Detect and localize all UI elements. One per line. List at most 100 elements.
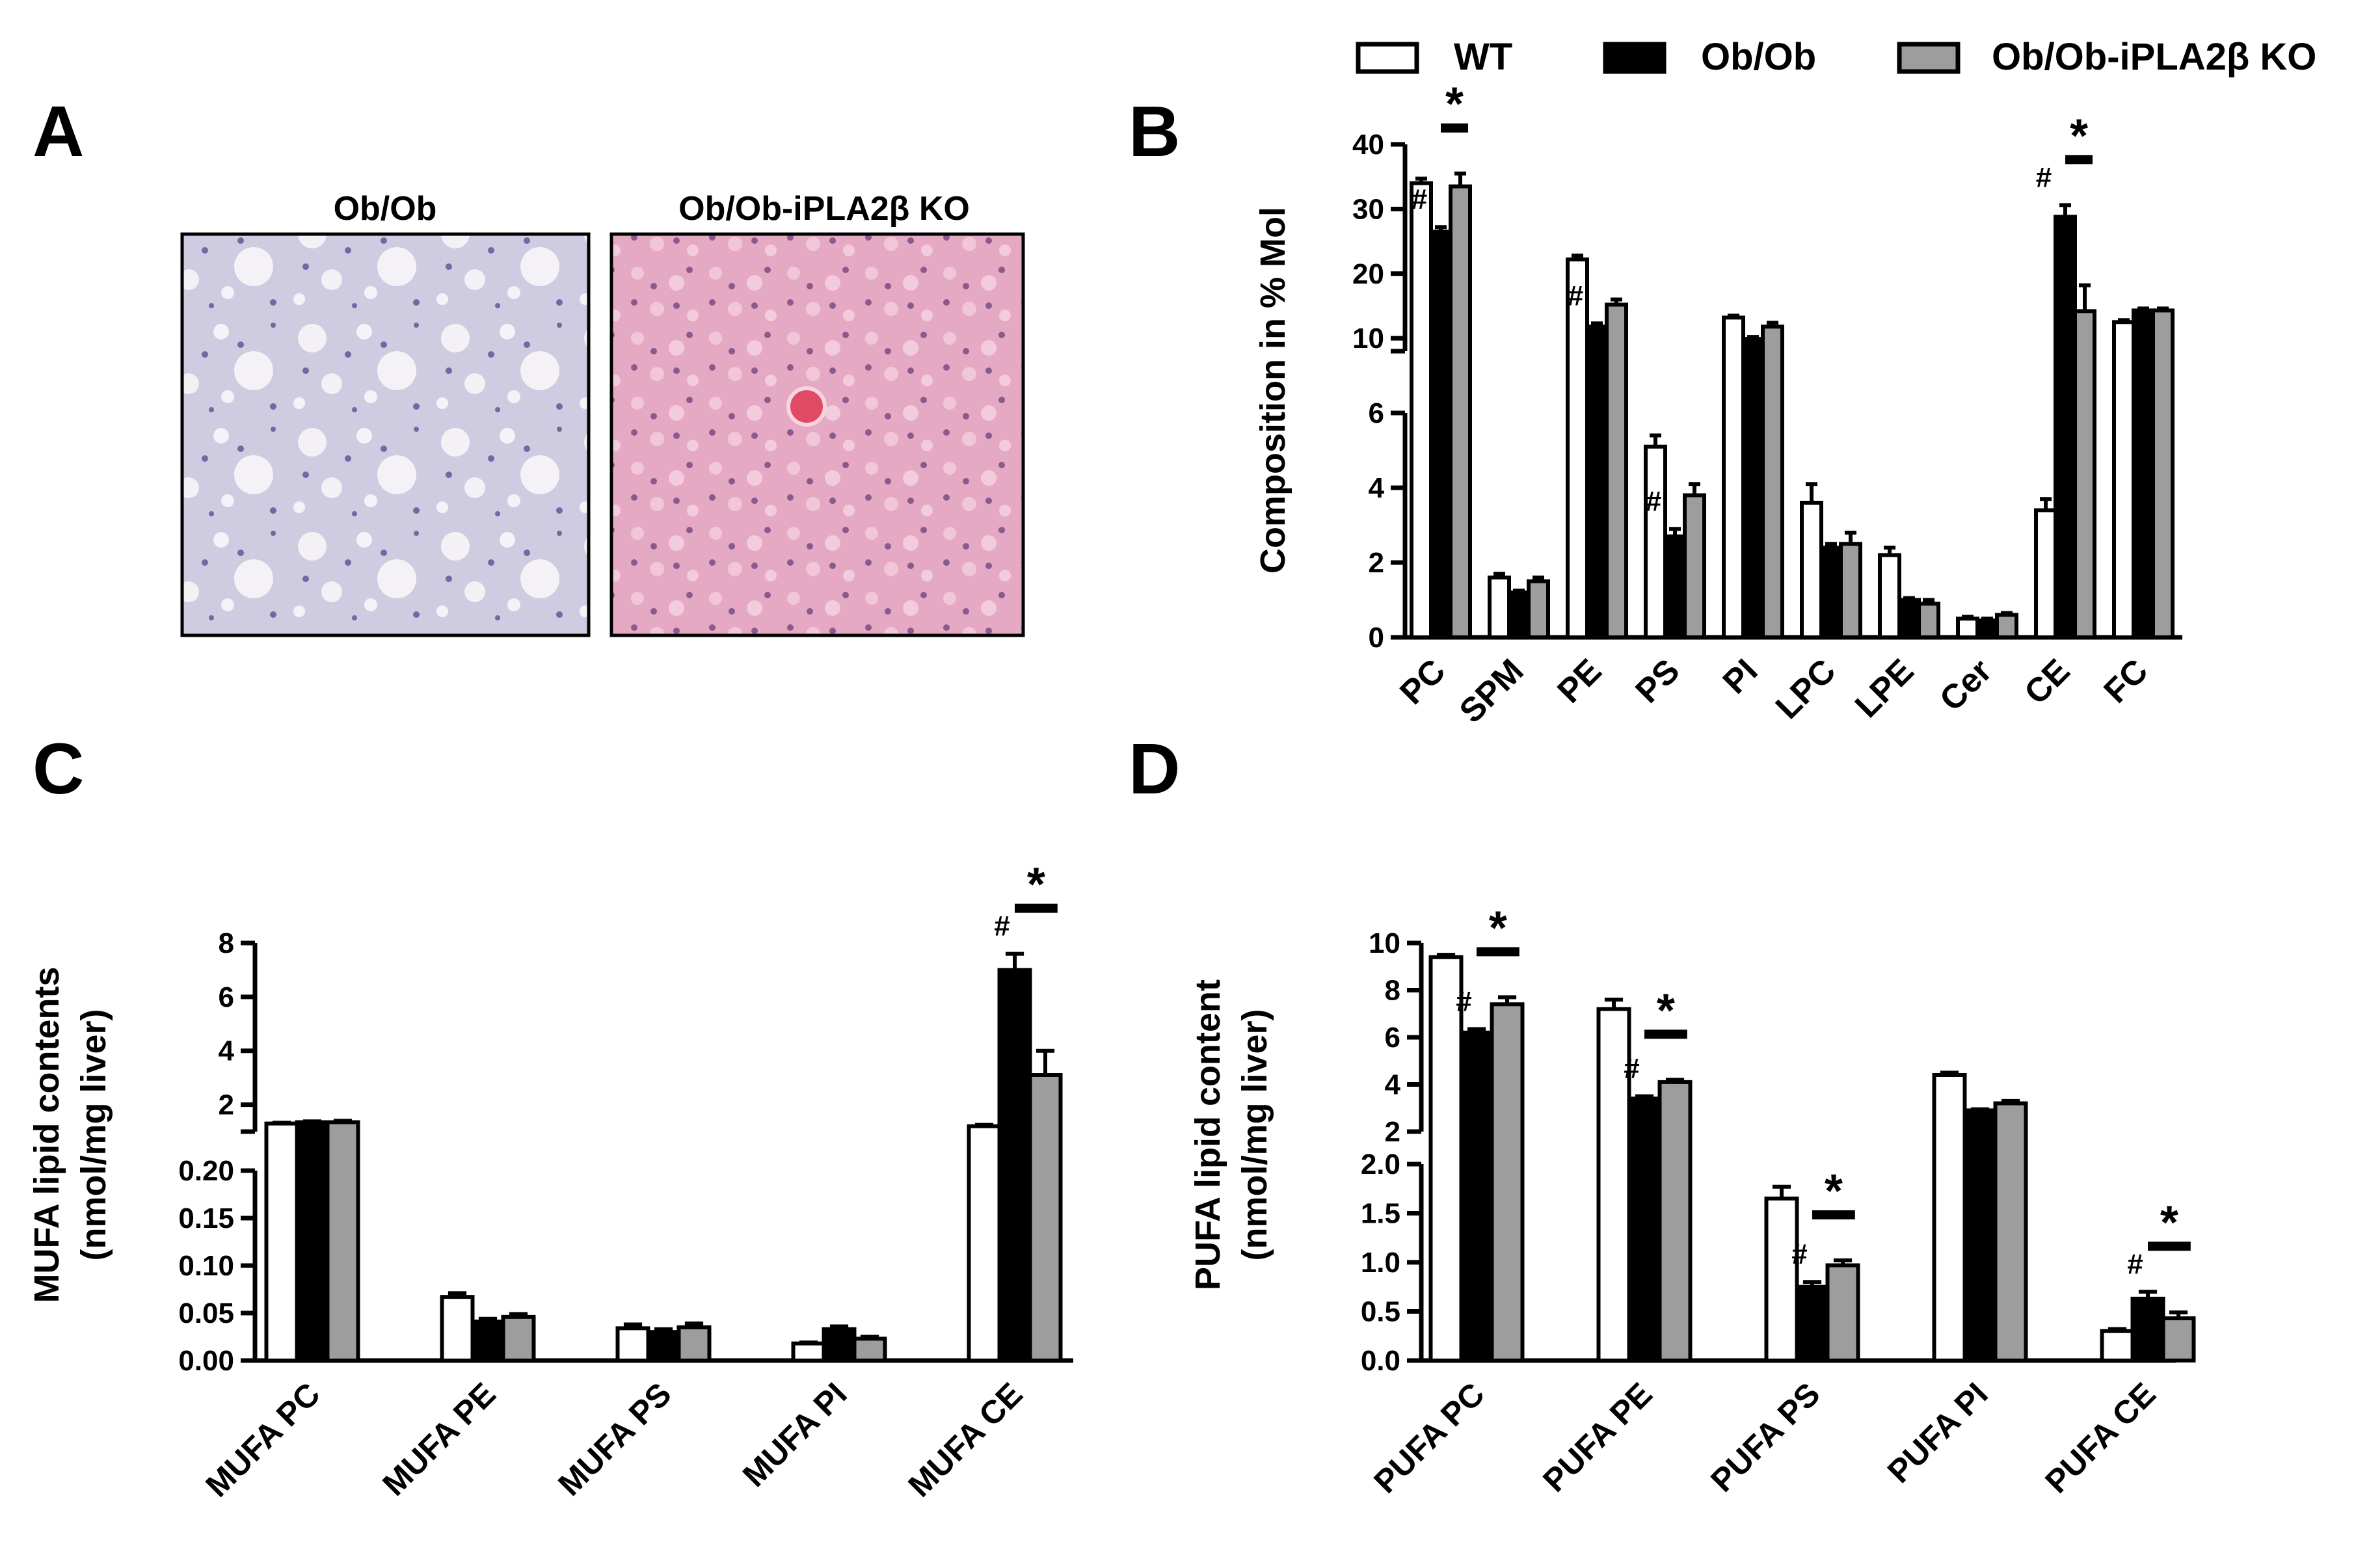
y-axis-label-line: Composition in % Mol [1253, 207, 1292, 574]
hash-annotation-pufa-ce: # [2127, 1248, 2143, 1280]
bar-ce-ob-ob [2054, 215, 2077, 639]
bar-pe-ob-ob [1585, 325, 1609, 639]
bar-pi-ob-ob [1741, 337, 1765, 640]
x-tick-label-spm: SPM [1452, 652, 1531, 730]
x-tick-label-pufa-ps: PUFA PS [1704, 1375, 1827, 1499]
legend-label-ko: Ob/Ob-iPLA2β KO [1992, 36, 2316, 78]
y-tick-label: 4 [219, 1035, 235, 1067]
bar-mufa-ce-ob-ob-ipla2-ko [1028, 1073, 1063, 1362]
bar-spm-wt [1488, 576, 1511, 639]
bar-pi-ob-ob-ipla2-ko [1761, 325, 1784, 639]
panel-label-a: A [33, 92, 84, 172]
x-tick-label-mufa-ps: MUFA PS [551, 1375, 678, 1502]
x-tick-label-pe: PE [1550, 652, 1609, 710]
bar-mufa-pi-ob-ob-ipla2-ko [852, 1336, 887, 1362]
bar-pufa-ce-ob-ob [2130, 1296, 2165, 1362]
y-tick-label: 6 [1385, 1022, 1400, 1054]
bar-ps-wt [1644, 444, 1667, 639]
legend-label-wt: WT [1454, 36, 1512, 78]
bar-pufa-pi-wt [1932, 1073, 1967, 1362]
bar-pc-wt [1410, 181, 1433, 639]
y-axis-label-line: (nmol/mg liver) [1235, 1009, 1274, 1260]
legend-label-obob: Ob/Ob [1701, 36, 1816, 78]
bar-mufa-pi-ob-ob [822, 1327, 857, 1362]
bar-spm-ob-ob-ipla2-ko [1527, 579, 1550, 639]
bar-mufa-ps-wt [615, 1326, 650, 1362]
y-tick-label: 2.0 [1361, 1149, 1400, 1180]
bar-pufa-pc-ob-ob-ipla2-ko [1490, 1002, 1525, 1362]
bar-lpe-ob-ob [1897, 598, 1921, 639]
x-tick-label-pufa-pc: PUFA PC [1367, 1375, 1492, 1500]
bar-pufa-pc-ob-ob [1459, 1030, 1494, 1362]
y-tick-label: 0.05 [178, 1297, 234, 1329]
y-axis-label-line: MUFA lipid contents [27, 967, 66, 1303]
bar-fc-ob-ob-ipla2-ko [2151, 308, 2175, 639]
legend-swatch-ko [1897, 42, 1961, 74]
y-tick-label: 0.15 [178, 1203, 234, 1234]
hash-annotation-mufa-ce: # [994, 910, 1010, 942]
significance-star-pufa-pc: * [1489, 902, 1507, 954]
bar-pc-ob-ob [1429, 230, 1452, 639]
y-tick-label: 20 [1352, 258, 1384, 290]
bar-fc-wt [2112, 320, 2135, 639]
bar-mufa-ce-ob-ob [997, 968, 1032, 1362]
x-tick-label-pufa-ce: PUFA CE [2038, 1375, 2163, 1500]
bar-pufa-ps-wt [1764, 1196, 1799, 1362]
bar-pi-wt [1722, 315, 1745, 639]
bar-spm-ob-ob [1507, 591, 1531, 639]
central-vein [786, 386, 827, 427]
y-tick-label: 0.5 [1361, 1296, 1400, 1328]
panel-label-c: C [33, 729, 84, 809]
legend: WT Ob/Ob Ob/Ob-iPLA2β KO [1356, 36, 2316, 78]
bar-lpe-ob-ob-ipla2-ko [1917, 602, 1940, 639]
chart-c: 0.00 0.05 0.10 0.15 0.20 2 4 6 8 MUFA lipid conte… [27, 859, 1073, 1504]
x-tick-label-ps: PS [1628, 652, 1687, 710]
bar-pc-ob-ob-ipla2-ko [1449, 184, 1472, 639]
chart-d: 0.0 0.5 1.0 1.5 2.02 4 6 8 10 PUFA lipid content(… [1188, 902, 2196, 1500]
x-tick-label-mufa-pi: MUFA PI [736, 1375, 854, 1494]
x-tick-label-lpc: LPC [1769, 652, 1843, 726]
y-tick-label: 6 [1369, 397, 1384, 429]
x-tick-label-mufa-pe: MUFA PE [375, 1375, 502, 1502]
y-tick-label: 4 [1369, 472, 1385, 504]
bar-cer-wt [1956, 617, 1979, 639]
bar-pe-wt [1566, 257, 1589, 639]
bar-mufa-pc-wt [264, 1121, 299, 1362]
bar-ps-ob-ob [1663, 534, 1687, 639]
y-tick-label: 6 [219, 981, 234, 1013]
y-tick-label: 1.5 [1361, 1198, 1400, 1230]
bar-mufa-pc-ob-ob [295, 1120, 330, 1362]
significance-star-mufa-ce: * [1027, 859, 1045, 911]
hash-annotation-pufa-pc: # [1456, 985, 1471, 1017]
x-tick-label-cer: Cer [1933, 652, 1999, 718]
x-tick-label-pufa-pi: PUFA PI [1881, 1375, 1995, 1490]
hash-annotation-pufa-pe: # [1624, 1053, 1639, 1085]
bar-pufa-ce-ob-ob-ipla2-ko [2161, 1316, 2196, 1362]
bar-fc-ob-ob [2132, 308, 2155, 639]
significance-star-pufa-pe: * [1657, 985, 1675, 1037]
hash-annotation-pe: # [1568, 280, 1583, 312]
bar-pufa-ce-wt [2100, 1329, 2135, 1362]
x-tick-label-mufa-ce: MUFA CE [901, 1375, 1029, 1504]
bar-mufa-ps-ob-ob-ipla2-ko [676, 1325, 712, 1363]
bar-pufa-ps-ob-ob [1795, 1284, 1830, 1362]
significance-star-pufa-ps: * [1825, 1165, 1843, 1217]
significance-star-pufa-ce: * [2160, 1197, 2178, 1249]
bar-mufa-pe-wt [440, 1295, 475, 1363]
bar-lpc-ob-ob [1819, 546, 1843, 639]
panel-label-d: D [1129, 729, 1180, 809]
bar-lpc-ob-ob-ipla2-ko [1839, 542, 1862, 639]
y-axis-label-line: (nmol/mg liver) [74, 1009, 113, 1260]
panel-label-b: B [1129, 92, 1180, 172]
bar-mufa-ps-ob-ob [646, 1330, 681, 1362]
micrograph-ko [609, 232, 1025, 637]
y-tick-label: 0 [1369, 622, 1384, 654]
x-tick-label-mufa-pc: MUFA PC [198, 1375, 327, 1504]
x-tick-label-pufa-pe: PUFA PE [1536, 1375, 1659, 1499]
bar-mufa-ce-wt [967, 1124, 1002, 1362]
y-tick-label: 40 [1352, 129, 1384, 161]
hash-annotation-ce: # [2036, 161, 2052, 193]
y-tick-label: 30 [1352, 193, 1384, 225]
bar-ce-wt [2034, 508, 2057, 639]
